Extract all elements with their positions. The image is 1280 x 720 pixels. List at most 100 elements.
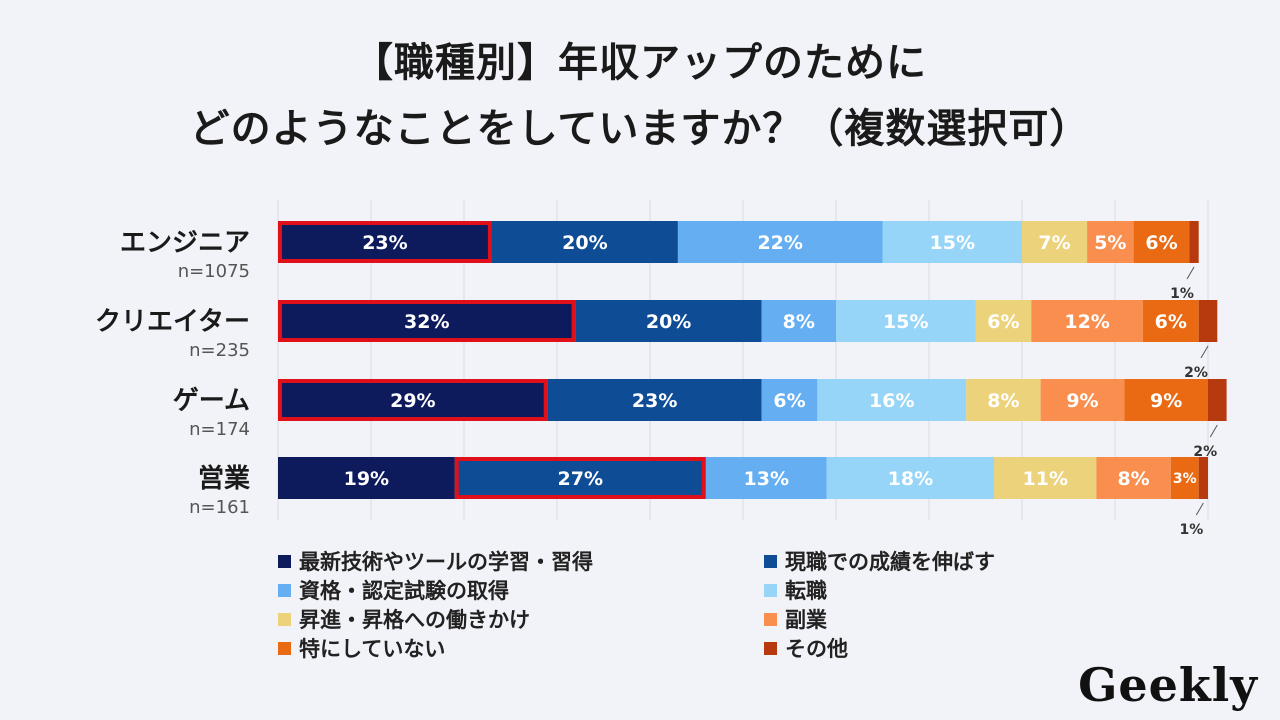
legend-swatch [278,641,291,655]
data-label: 16% [869,390,914,412]
bar-segment [1189,221,1199,263]
bar-segment [1124,379,1208,421]
legend-label: 最新技術やツールの学習・習得 [299,550,593,574]
bar-segment [1031,300,1143,342]
legend-label: 現職での成績を伸ばす [785,550,995,574]
bar-segment [1087,221,1134,263]
leader-line [1186,266,1195,280]
bar-segment [1198,457,1208,499]
legend-swatch [278,612,291,626]
legend-item: 昇進・昇格への働きかけ [278,605,530,633]
data-label: 1% [1170,286,1194,302]
bar-segment [1133,221,1190,263]
data-label: 1% [1179,522,1203,538]
data-label: 20% [646,311,691,333]
sample-size-label: n=174 [189,419,250,440]
bar-segment [1142,300,1199,342]
data-label: 8% [783,311,815,333]
legend-item: 最新技術やツールの学習・習得 [278,547,593,575]
bar-segment [491,221,678,263]
legend-label: その他 [785,637,848,661]
data-label: 11% [1023,468,1068,490]
data-label: 13% [744,468,789,490]
bar-segment [975,300,1032,342]
highlight-box [278,300,576,342]
bar-segment [278,379,548,421]
data-label: 2% [1193,444,1217,460]
legend-item: その他 [764,634,848,662]
bar-segment [761,300,836,342]
data-label: 3% [1173,471,1197,487]
legend-item: 転職 [764,576,827,604]
sample-size-label: n=235 [189,340,250,361]
data-label: 9% [1066,390,1098,412]
data-label: 6% [1145,232,1177,254]
leader-line [1195,502,1204,516]
data-label: 6% [987,311,1019,333]
legend-swatch [764,612,777,626]
category-label: ゲーム [173,386,250,416]
highlight-box [278,379,548,421]
legend-label: 資格・認定試験の取得 [299,579,509,603]
leader-line [1200,345,1209,359]
legend-swatch [764,583,777,597]
chart-title-line1: 【職種別】年収アップのために [353,40,927,86]
bar-segment [836,300,976,342]
bar-segment [547,379,762,421]
legend-item: 特にしていない [278,634,445,662]
legend-swatch [278,583,291,597]
bar-segment [575,300,762,342]
bar-segment [1170,457,1199,499]
data-label: 23% [362,232,407,254]
data-label: 27% [558,468,603,490]
data-label: 7% [1038,232,1070,254]
leader-line [1209,424,1218,438]
category-label: 営業 [198,464,250,494]
bar-segment [826,457,995,499]
data-label: 6% [773,390,805,412]
data-label: 15% [930,232,975,254]
data-label: 8% [1117,468,1149,490]
category-label: エンジニア [120,228,250,258]
bar-segment [278,221,492,263]
data-label: 18% [888,468,933,490]
data-label: 8% [987,390,1019,412]
bar-segment [1096,457,1171,499]
data-label: 9% [1150,390,1182,412]
legend-label: 副業 [785,608,827,632]
category-label: クリエイター [95,307,250,337]
bar-segment [966,379,1041,421]
highlight-box [278,221,492,263]
legend-item: 現職での成績を伸ばす [764,547,995,575]
data-label: 32% [404,311,449,333]
data-label: 20% [562,232,607,254]
bar-segment [705,457,827,499]
data-label: 19% [344,468,389,490]
data-label: 5% [1094,232,1126,254]
data-label: 22% [757,232,802,254]
legend-swatch [278,554,291,568]
bar-segment [761,379,818,421]
bar-segment [817,379,967,421]
data-label: 6% [1155,311,1187,333]
data-label: 29% [390,390,435,412]
chart-title-line2: どのようなことをしていますか？（複数選択可） [189,106,1091,152]
data-label: 2% [1184,365,1208,381]
data-label: 15% [883,311,928,333]
bar-segment [677,221,883,263]
legend-swatch [764,554,777,568]
legend-label: 昇進・昇格への働きかけ [299,608,530,632]
data-label: 12% [1064,311,1109,333]
sample-size-label: n=161 [189,497,250,518]
bar-segment [882,221,1022,263]
legend-item: 副業 [764,605,827,633]
data-label: 23% [632,390,677,412]
legend-item: 資格・認定試験の取得 [278,576,509,604]
legend-label: 転職 [785,579,827,603]
bar-segment [994,457,1097,499]
bar-segment [278,300,576,342]
highlight-box [454,457,706,499]
bar-segment [1208,379,1227,421]
